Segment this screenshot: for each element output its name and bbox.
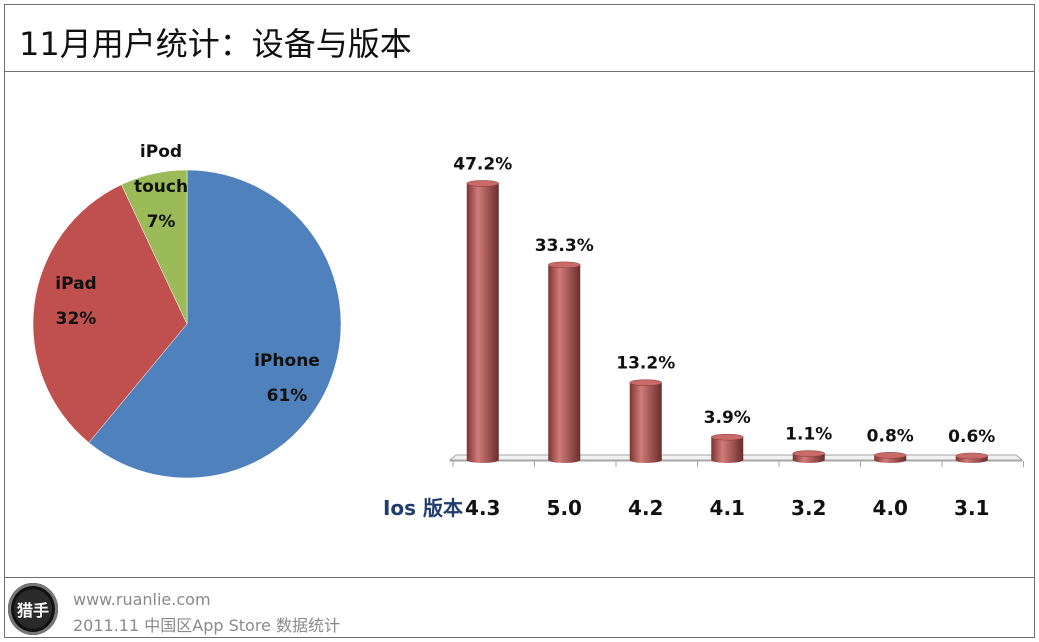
pie-label-1-0: iPad	[55, 274, 96, 294]
title-bar: 11月用户统计：设备与版本	[5, 5, 1034, 72]
bar-top-0	[466, 180, 499, 187]
pie-label-2-2: 7%	[147, 212, 176, 232]
bar-value-label-1: 33.3%	[535, 236, 594, 256]
footer: 猎手 www.ruanlie.com 2011.11 中国区App Store …	[5, 577, 1034, 639]
bar-value-label-2: 13.2%	[616, 354, 675, 374]
bar-0	[466, 183, 499, 464]
x-tick-label-3: 4.1	[710, 496, 745, 520]
bar-3	[711, 437, 744, 464]
bar-value-label-3: 3.9%	[704, 408, 751, 428]
pie-label-2-0: iPod	[140, 142, 182, 162]
pie-label-0-1: 61%	[267, 386, 308, 406]
pie-label-0-0: iPhone	[254, 351, 320, 371]
bar-1	[548, 264, 581, 464]
pie-slice-0	[88, 169, 342, 479]
footer-site: www.ruanlie.com	[73, 590, 211, 609]
x-tick-label-1: 5.0	[547, 496, 582, 520]
pie-label-2-1: touch	[134, 177, 188, 197]
bar-top-4	[792, 450, 825, 457]
bar-top-6	[955, 452, 988, 460]
x-axis-title: Ios 版本	[383, 496, 463, 520]
x-tick-label-6: 3.1	[954, 496, 989, 520]
x-tick-label-5: 4.0	[873, 496, 908, 520]
bar-top-2	[629, 379, 662, 386]
bar-value-label-4: 1.1%	[785, 425, 832, 445]
bar-value-label-5: 0.8%	[867, 426, 914, 446]
bar-top-5	[874, 452, 907, 459]
bar-2	[629, 382, 662, 464]
pie-label-1-1: 32%	[56, 309, 97, 329]
pie-slice-1	[32, 184, 188, 444]
pie-slice-2	[121, 169, 188, 325]
bar-value-label-6: 0.6%	[948, 427, 995, 447]
logo: 猎手	[8, 583, 58, 635]
bar-top-1	[548, 261, 581, 269]
bar-value-label-0: 47.2%	[453, 154, 512, 174]
logo-text: 猎手	[16, 601, 49, 620]
x-tick-label-0: 4.3	[465, 496, 500, 520]
page-title: 11月用户统计：设备与版本	[19, 25, 412, 63]
footer-caption: 2011.11 中国区App Store 数据统计	[73, 616, 340, 635]
x-tick-label-2: 4.2	[628, 496, 663, 520]
x-tick-label-4: 3.2	[791, 496, 826, 520]
bar-top-3	[711, 433, 744, 441]
